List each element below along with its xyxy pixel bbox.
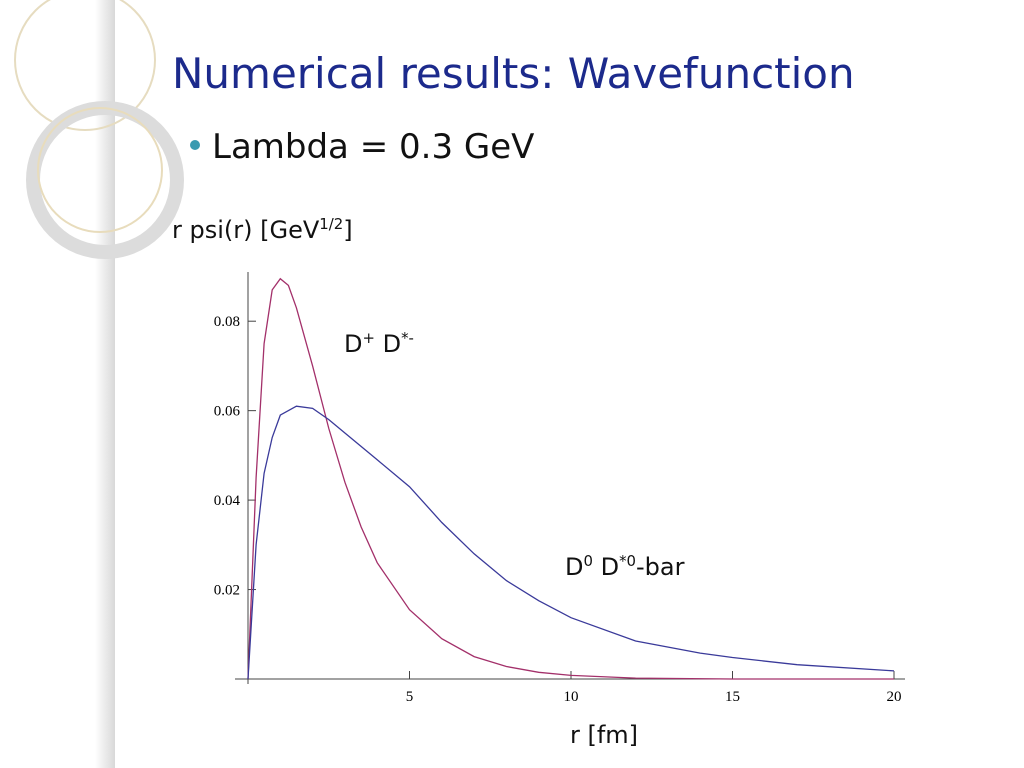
superscript: *-	[401, 329, 414, 347]
y-axis-label: r psi(r) [GeV1/2]	[172, 215, 353, 244]
x-tick-label: 15	[725, 689, 740, 705]
series-line	[247, 277, 894, 680]
superscript: 1/2	[319, 215, 343, 233]
series-label: D0 D*0-bar	[565, 552, 685, 581]
decor-circle	[14, 0, 156, 131]
y-tick-label: 0.02	[214, 583, 240, 599]
y-tick-label: 0.06	[214, 404, 241, 420]
series-label: D+ D*-	[344, 329, 414, 358]
text-part: D	[593, 553, 619, 581]
decor-circle	[37, 107, 163, 233]
text-part: r psi(r) [GeV	[172, 216, 320, 244]
text-part: -bar	[636, 553, 685, 581]
x-tick-label: 10	[564, 689, 579, 705]
side-bar	[95, 0, 115, 768]
text-part: ]	[343, 216, 352, 244]
text-part: D	[375, 330, 401, 358]
superscript: *0	[619, 552, 636, 570]
superscript: +	[362, 329, 374, 347]
text-part: D	[565, 553, 583, 581]
x-axis-label: r [fm]	[570, 721, 638, 749]
x-tick-label: 5	[406, 689, 414, 705]
series-line	[247, 405, 895, 680]
y-tick-label: 0.08	[214, 314, 240, 330]
x-tick-label: 20	[887, 689, 902, 705]
superscript: 0	[583, 552, 592, 570]
text-part: D	[344, 330, 362, 358]
title: Numerical results: Wavefunction	[172, 49, 855, 98]
y-tick-label: 0.04	[214, 493, 241, 509]
bullet	[190, 140, 200, 150]
subtitle: Lambda = 0.3 GeV	[212, 127, 534, 167]
